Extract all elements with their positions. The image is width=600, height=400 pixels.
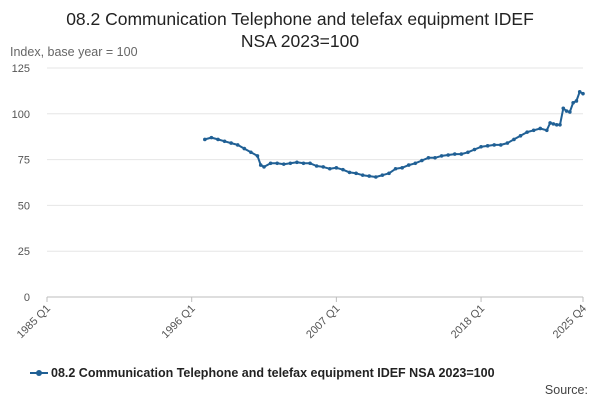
- data-point-53[interactable]: [545, 128, 549, 133]
- data-point-61[interactable]: [571, 101, 575, 105]
- data-point-10[interactable]: [262, 165, 266, 169]
- y-axis-label: Index, base year = 100: [10, 45, 138, 59]
- data-point-44[interactable]: [485, 144, 490, 148]
- data-point-52[interactable]: [538, 126, 543, 131]
- gridlines: [47, 67, 583, 298]
- data-point-49[interactable]: [518, 133, 523, 138]
- data-point-4[interactable]: [229, 141, 233, 145]
- data-point-33[interactable]: [413, 161, 418, 166]
- data-point-63[interactable]: [577, 90, 582, 94]
- y-tick-label-0: 0: [24, 292, 30, 304]
- data-point-7[interactable]: [249, 150, 253, 155]
- data-point-29[interactable]: [387, 171, 391, 176]
- chart-title: 08.2 Communication Telephone and telefax…: [0, 8, 600, 52]
- data-point-17[interactable]: [308, 161, 312, 166]
- data-point-45[interactable]: [492, 143, 497, 147]
- x-tick-label-3: 2018 Q1: [449, 303, 487, 341]
- data-point-16[interactable]: [301, 161, 306, 166]
- data-point-46[interactable]: [498, 143, 503, 147]
- data-point-24[interactable]: [354, 171, 358, 176]
- data-point-37[interactable]: [439, 154, 444, 158]
- data-point-11[interactable]: [268, 161, 273, 166]
- data-point-28[interactable]: [380, 173, 385, 177]
- data-point-27[interactable]: [374, 175, 378, 179]
- x-tick-label-4: 2025 Q4: [551, 303, 589, 341]
- y-tick-labels: 0 25 50 75 100 125: [12, 63, 30, 304]
- data-point-47[interactable]: [505, 141, 510, 145]
- data-point-50[interactable]: [525, 130, 529, 134]
- data-point-1[interactable]: [209, 135, 214, 140]
- data-point-6[interactable]: [242, 146, 247, 151]
- data-point-42[interactable]: [472, 147, 477, 152]
- data-point-5[interactable]: [235, 143, 240, 147]
- data-point-25[interactable]: [360, 173, 365, 177]
- data-point-14[interactable]: [288, 161, 293, 166]
- data-point-38[interactable]: [446, 153, 450, 157]
- data-point-55[interactable]: [551, 122, 556, 126]
- source-label: Source:: [544, 383, 588, 397]
- data-point-0[interactable]: [203, 137, 207, 142]
- y-tick-label-5: 125: [12, 63, 30, 75]
- data-point-23[interactable]: [347, 170, 352, 175]
- data-point-31[interactable]: [400, 166, 404, 170]
- y-tick-label-1: 25: [18, 246, 30, 258]
- data-point-54[interactable]: [548, 121, 552, 125]
- series-group: [203, 90, 585, 179]
- data-point-3[interactable]: [222, 139, 227, 144]
- legend-label: 08.2 Communication Telephone and telefax…: [51, 366, 495, 380]
- data-point-30[interactable]: [393, 166, 398, 171]
- data-point-40[interactable]: [459, 152, 464, 156]
- data-point-59[interactable]: [564, 109, 569, 113]
- chart-title-line-2: NSA 2023=100: [240, 31, 360, 51]
- data-point-19[interactable]: [321, 165, 326, 169]
- chart-title-line-1: 08.2 Communication Telephone and telefax…: [66, 9, 534, 29]
- x-tick-labels: 1985 Q1 1996 Q1 2007 Q1 2018 Q1 2025 Q4: [15, 297, 589, 341]
- x-tick-label-0: 1985 Q1: [15, 303, 53, 341]
- data-point-62[interactable]: [574, 99, 579, 103]
- data-point-9[interactable]: [258, 163, 263, 167]
- data-point-13[interactable]: [281, 162, 286, 166]
- data-point-58[interactable]: [561, 106, 566, 111]
- data-point-35[interactable]: [426, 155, 431, 160]
- data-point-12[interactable]: [275, 161, 279, 166]
- y-tick-label-2: 50: [18, 200, 30, 212]
- data-point-57[interactable]: [558, 122, 562, 127]
- data-point-41[interactable]: [466, 150, 470, 155]
- data-point-48[interactable]: [512, 137, 516, 142]
- data-point-60[interactable]: [568, 110, 572, 114]
- data-point-22[interactable]: [341, 167, 345, 172]
- data-point-56[interactable]: [554, 122, 559, 127]
- y-tick-label-4: 100: [12, 109, 30, 121]
- x-tick-label-1: 1996 Q1: [159, 303, 197, 341]
- y-tick-label-3: 75: [18, 155, 30, 167]
- data-point-20[interactable]: [327, 166, 332, 171]
- data-point-39[interactable]: [452, 152, 457, 156]
- data-point-43[interactable]: [479, 144, 483, 149]
- data-point-64[interactable]: [581, 91, 585, 96]
- data-point-32[interactable]: [406, 163, 411, 167]
- data-point-15[interactable]: [295, 160, 299, 165]
- data-point-51[interactable]: [531, 128, 536, 133]
- legend[interactable]: 08.2 Communication Telephone and telefax…: [30, 366, 495, 380]
- data-point-34[interactable]: [420, 158, 424, 163]
- x-tick-label-2: 2007 Q1: [304, 303, 342, 341]
- data-point-26[interactable]: [367, 174, 372, 178]
- data-point-8[interactable]: [255, 154, 260, 158]
- legend-swatch: [30, 366, 48, 380]
- data-point-18[interactable]: [314, 164, 319, 168]
- data-point-2[interactable]: [216, 137, 220, 142]
- data-point-21[interactable]: [334, 166, 339, 170]
- data-point-36[interactable]: [433, 155, 437, 160]
